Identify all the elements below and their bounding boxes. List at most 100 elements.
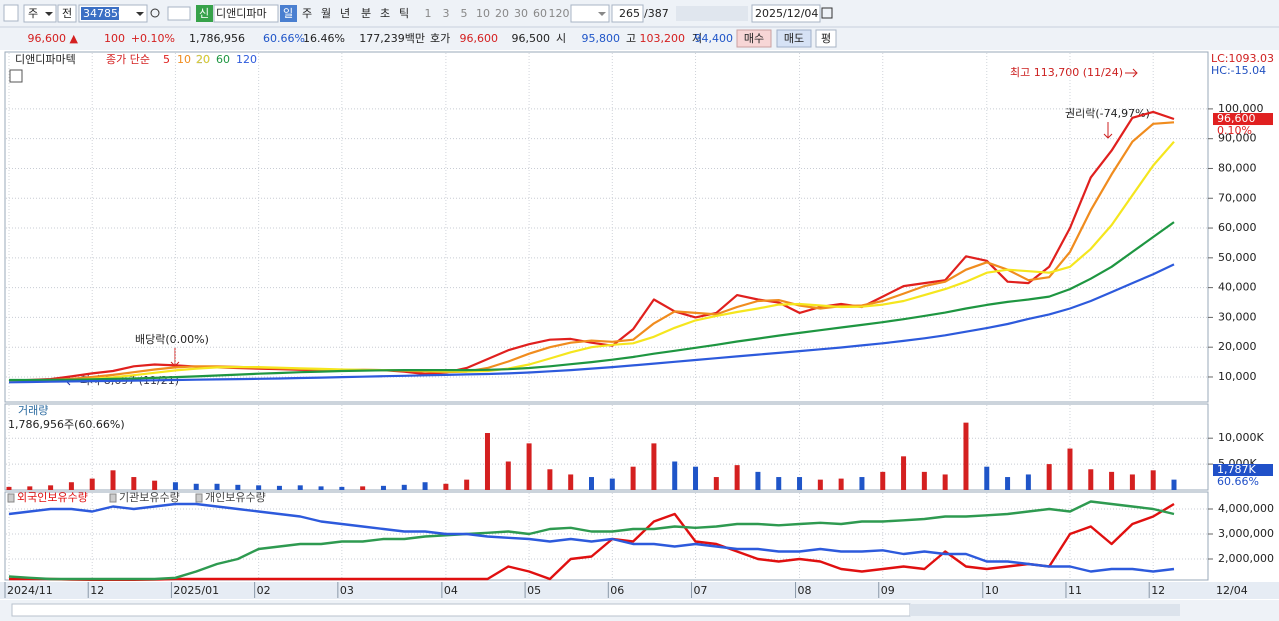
volume-bar <box>1109 471 1115 490</box>
date-box[interactable] <box>751 4 821 23</box>
prev-label[interactable]: 전 <box>62 7 72 20</box>
legend-title: 디앤디파마텍 <box>15 53 76 66</box>
volume-bar <box>589 477 594 490</box>
series-line <box>8 502 1175 573</box>
volume-bar <box>776 477 782 490</box>
scroll-track[interactable] <box>11 603 911 617</box>
quote-change: 100 <box>104 32 125 45</box>
market-label[interactable]: 주 <box>28 7 38 20</box>
volume-bar <box>838 478 844 490</box>
quote-buy[interactable]: 매수 <box>744 32 764 45</box>
interval-button[interactable]: 3 <box>443 7 450 20</box>
period-button[interactable]: 일 <box>283 6 293 20</box>
legend-entry[interactable]: 60 <box>216 53 230 66</box>
grid-icon[interactable] <box>9 69 23 83</box>
code-highlight <box>81 7 119 20</box>
quote-avg[interactable]: 평 <box>821 32 831 45</box>
rights-annotation: 권리락(-74,97%) <box>1065 107 1150 120</box>
period-button[interactable]: 주 <box>302 7 312 20</box>
count-box[interactable] <box>611 4 644 23</box>
quote-price: 96,600 ▲ <box>28 32 79 45</box>
interval-select[interactable] <box>570 4 610 23</box>
legend-entry[interactable]: 5 <box>163 53 170 66</box>
volume-bar <box>360 486 366 490</box>
quote-sell[interactable]: 매도 <box>784 32 804 45</box>
search-icon[interactable] <box>150 8 160 18</box>
legend-entry[interactable]: 기관보유수량 <box>119 491 180 504</box>
series-line <box>9 221 1175 382</box>
price-panel <box>4 51 1209 403</box>
calendar-icon[interactable] <box>821 7 833 19</box>
period-button[interactable]: 틱 <box>399 7 409 20</box>
y-tick-label: 80,000 <box>1218 161 1257 174</box>
y-tick-label: 100,000 <box>1218 102 1264 115</box>
buy-button[interactable] <box>736 29 772 48</box>
legend-swatch <box>7 493 15 503</box>
period-button[interactable]: 년 <box>340 7 350 20</box>
period-button[interactable]: 월 <box>321 7 331 20</box>
volume-bar <box>1067 448 1073 490</box>
volume-bar <box>505 461 511 490</box>
volume-bar <box>422 482 428 490</box>
quote-turnover: 60.66% <box>263 32 305 45</box>
sell-button[interactable] <box>776 29 812 48</box>
volume-bar <box>963 422 969 490</box>
y-tick-label: 40,000 <box>1218 281 1257 294</box>
y-tick-label: 50,000 <box>1218 251 1257 264</box>
legend-entry[interactable]: 20 <box>196 53 210 66</box>
volume-bar <box>6 486 12 490</box>
quote-low: 94,400 <box>695 32 734 45</box>
stock-code[interactable]: 347850 <box>83 7 125 20</box>
menu-icon[interactable] <box>3 4 19 22</box>
volume-bar <box>27 486 33 490</box>
quote-volume-ratio: 16.46% <box>303 32 345 45</box>
dropdown-arrow <box>136 12 144 16</box>
interval-button[interactable]: 30 <box>514 7 528 20</box>
bar-count[interactable]: 265 <box>619 7 640 20</box>
market-select[interactable] <box>23 4 57 23</box>
legend-entry[interactable]: 10 <box>177 53 191 66</box>
date-input[interactable]: 2025/12/04 <box>755 7 818 20</box>
interval-button[interactable]: 60 <box>533 7 547 20</box>
x-tick-label: 04 <box>444 584 458 597</box>
x-tick-label: 12 <box>1151 584 1165 597</box>
volume-bar <box>214 483 220 490</box>
volume-bar <box>235 484 241 490</box>
scroll-controls[interactable] <box>910 604 1180 616</box>
x-tick-label: 11 <box>1068 584 1082 597</box>
volume-bar <box>318 486 324 490</box>
legend-entry[interactable]: 120 <box>236 53 257 66</box>
tool-icons[interactable] <box>676 6 748 21</box>
period-button[interactable]: 분 <box>361 7 371 20</box>
quote-bid-ask-label: 호가 <box>430 32 450 45</box>
change-marker: 0.10% <box>1217 124 1252 137</box>
sound-icon[interactable] <box>167 6 191 21</box>
legend-entry[interactable]: 외국인보유수량 <box>17 491 88 504</box>
interval-button[interactable]: 10 <box>476 7 490 20</box>
avg-button[interactable] <box>815 29 837 48</box>
interval-button[interactable]: 120 <box>549 7 570 20</box>
name-box <box>213 4 279 23</box>
x-tick-label: 05 <box>527 584 541 597</box>
interval-button[interactable]: 20 <box>495 7 509 20</box>
legend-prefix: 종가 단순 <box>106 53 150 66</box>
x-tick-label: 08 <box>798 584 812 597</box>
interval-button[interactable]: 1 <box>425 7 432 20</box>
volume-subtitle: 1,786,956주(60.66%) <box>8 418 125 431</box>
turnover-marker: 60.66% <box>1217 475 1259 488</box>
volume-bar <box>110 470 116 490</box>
new-badge: 신 <box>199 7 209 20</box>
annotation-arrow <box>1125 68 1138 78</box>
period-button[interactable]: 초 <box>380 7 390 20</box>
quote-ask: 96,600 <box>460 32 499 45</box>
volume-bar <box>172 482 178 490</box>
y-tick-label: 4,000,000 <box>1218 502 1274 515</box>
interval-button[interactable]: 5 <box>461 7 468 20</box>
volume-bar <box>1046 464 1052 490</box>
legend-entry[interactable]: 개인보유수량 <box>205 491 266 504</box>
x-tick-label: 03 <box>340 584 354 597</box>
lc-label: LC:1093.03 <box>1211 52 1274 65</box>
y-tick-label: 30,000 <box>1218 310 1257 323</box>
volume-bar <box>443 483 449 490</box>
prev-button[interactable] <box>57 4 77 23</box>
